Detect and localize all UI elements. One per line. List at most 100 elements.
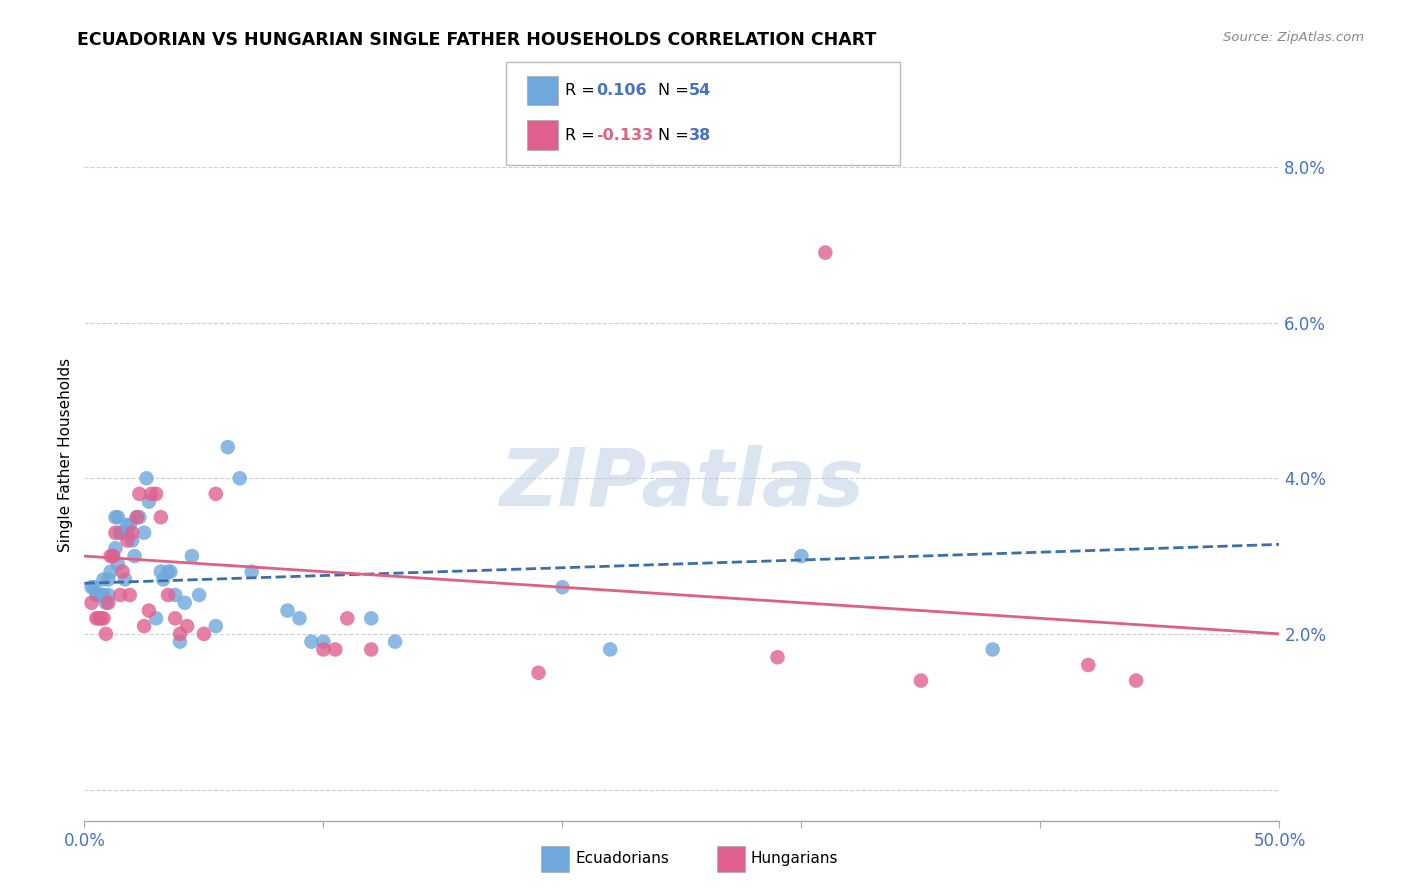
Text: 54: 54	[689, 84, 711, 98]
Point	[104, 541, 127, 556]
Point	[176, 619, 198, 633]
Text: 38: 38	[689, 128, 711, 143]
Point	[121, 533, 143, 548]
Text: Hungarians: Hungarians	[751, 852, 838, 866]
Point	[229, 471, 252, 485]
Point	[117, 525, 139, 540]
Point	[132, 619, 156, 633]
Point	[104, 525, 127, 540]
Point	[910, 673, 932, 688]
Point	[205, 619, 228, 633]
Point	[152, 573, 174, 587]
Point	[125, 510, 148, 524]
Point	[157, 588, 180, 602]
Point	[128, 510, 150, 524]
Point	[240, 565, 263, 579]
Point	[118, 588, 141, 602]
Point	[551, 580, 574, 594]
Point	[277, 603, 299, 617]
Text: R =: R =	[565, 128, 600, 143]
Point	[107, 510, 129, 524]
Point	[138, 494, 160, 508]
Point	[87, 588, 110, 602]
Point	[145, 611, 167, 625]
Point	[312, 634, 335, 648]
Point	[93, 573, 115, 587]
Point	[169, 634, 191, 648]
Point	[97, 573, 120, 587]
Point	[135, 471, 157, 485]
Point	[165, 611, 187, 625]
Point	[117, 533, 139, 548]
Point	[94, 596, 117, 610]
Point	[157, 565, 180, 579]
Point	[86, 588, 108, 602]
Point	[132, 525, 156, 540]
Point	[117, 518, 139, 533]
Point	[97, 596, 120, 610]
Point	[1125, 673, 1147, 688]
Point	[145, 487, 167, 501]
Point	[97, 588, 120, 602]
Text: Source: ZipAtlas.com: Source: ZipAtlas.com	[1223, 31, 1364, 45]
Text: 0.106: 0.106	[596, 84, 647, 98]
Text: N =: N =	[658, 128, 695, 143]
Point	[124, 549, 146, 563]
Point	[384, 634, 406, 648]
Point	[301, 634, 323, 648]
Text: ZIPatlas: ZIPatlas	[499, 445, 865, 524]
Point	[101, 549, 124, 563]
Point	[360, 642, 382, 657]
Point	[360, 611, 382, 625]
Point	[599, 642, 621, 657]
Y-axis label: Single Father Households: Single Father Households	[58, 358, 73, 552]
Point	[83, 580, 105, 594]
Point	[173, 596, 195, 610]
Point	[790, 549, 813, 563]
Text: ECUADORIAN VS HUNGARIAN SINGLE FATHER HOUSEHOLDS CORRELATION CHART: ECUADORIAN VS HUNGARIAN SINGLE FATHER HO…	[77, 31, 877, 49]
Point	[217, 440, 239, 454]
Point	[527, 665, 550, 680]
Point	[981, 642, 1004, 657]
Point	[93, 611, 115, 625]
Point	[110, 525, 132, 540]
Point	[325, 642, 347, 657]
Text: R =: R =	[565, 84, 600, 98]
Point	[107, 557, 129, 571]
Point	[159, 565, 181, 579]
Point	[141, 487, 163, 501]
Point	[80, 580, 103, 594]
Point	[188, 588, 211, 602]
Point	[90, 611, 112, 625]
Point	[149, 565, 172, 579]
Text: Ecuadorians: Ecuadorians	[575, 852, 669, 866]
Point	[90, 588, 112, 602]
Point	[165, 588, 187, 602]
Point	[336, 611, 359, 625]
Point	[94, 627, 117, 641]
Point	[1077, 658, 1099, 673]
Point	[149, 510, 172, 524]
Point	[87, 611, 110, 625]
Point	[814, 245, 837, 260]
Point	[128, 487, 150, 501]
Point	[114, 573, 136, 587]
Point	[100, 565, 122, 579]
Point	[169, 627, 191, 641]
Point	[111, 565, 134, 579]
Point	[205, 487, 228, 501]
Point	[110, 525, 132, 540]
Point	[80, 596, 103, 610]
Point	[181, 549, 204, 563]
Point	[766, 650, 789, 665]
Point	[100, 549, 122, 563]
Text: -0.133: -0.133	[596, 128, 654, 143]
Point	[110, 588, 132, 602]
Point	[125, 510, 148, 524]
Point	[288, 611, 311, 625]
Point	[118, 518, 141, 533]
Point	[138, 603, 160, 617]
Point	[86, 611, 108, 625]
Point	[121, 525, 143, 540]
Point	[312, 642, 335, 657]
